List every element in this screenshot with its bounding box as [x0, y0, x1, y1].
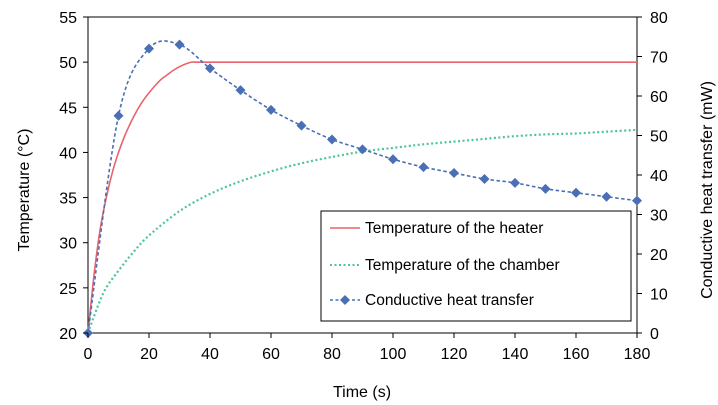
legend-box [320, 210, 632, 322]
conductive-data-point [205, 63, 215, 74]
y-axis-left-title: Temperature (°C) [16, 129, 33, 252]
conductive-data-point [388, 154, 398, 165]
y-axis-right-title: Conductive heat transfer (mW) [699, 81, 716, 299]
legend-label-heater: Temperature of the heater [365, 220, 543, 237]
y-left-tick-label: 20 [59, 326, 77, 343]
x-tick-label: 180 [624, 346, 651, 363]
conductive-data-point [144, 43, 154, 54]
y-left-tick-label: 35 [59, 191, 77, 208]
y-right-tick-label: 30 [650, 208, 668, 225]
legend: Temperature of the heater Temperature of… [320, 210, 632, 322]
x-tick-label: 80 [323, 346, 341, 363]
conductive-data-point [601, 191, 612, 202]
y-right-tick-label: 70 [650, 50, 668, 67]
y-left-tick-label: 45 [59, 100, 77, 117]
y-left-tick-label: 30 [59, 236, 77, 253]
conductive-data-point [449, 168, 459, 179]
y-right-tick-label: 60 [650, 89, 668, 106]
conductive-data-point [418, 162, 429, 173]
y-right-tick-label: 40 [650, 168, 668, 185]
conductive-data-point [510, 177, 520, 188]
conductive-data-point [296, 120, 307, 131]
x-tick-label: 120 [441, 346, 468, 363]
conductive-data-point [357, 144, 368, 155]
y-left-tick-label: 55 [59, 10, 77, 27]
conductive-data-point [540, 183, 551, 194]
axes-layer: 0 20 40 60 80 100 120 140 160 1802025303540455055… [59, 10, 668, 363]
x-tick-label: 100 [380, 346, 407, 363]
series-chamber-line [86, 128, 638, 334]
conductive-data-point [113, 110, 124, 121]
series-layer [83, 39, 642, 338]
conductive-data-point [266, 104, 276, 115]
y-left-tick-label: 50 [59, 55, 77, 72]
x-tick-label: 140 [502, 346, 529, 363]
x-tick-label: 160 [563, 346, 590, 363]
x-tick-label: 0 [84, 346, 93, 363]
conductive-data-point [571, 187, 581, 198]
conductive-data-point [327, 134, 337, 145]
conductive-data-point [632, 195, 642, 206]
x-tick-label: 60 [262, 346, 280, 363]
conductive-data-point [479, 173, 490, 184]
x-tick-label: 40 [201, 346, 219, 363]
x-axis-title: Time (s) [333, 384, 391, 401]
legend-label-chamber: Temperature of the chamber [365, 257, 560, 274]
y-left-tick-label: 25 [59, 281, 77, 298]
conductive-data-point [174, 39, 185, 50]
y-right-tick-label: 80 [650, 10, 668, 27]
conductive-data-point [235, 85, 246, 96]
series-heater-line [87, 61, 637, 334]
y-right-tick-label: 20 [650, 247, 668, 264]
y-left-tick-label: 40 [59, 145, 77, 162]
y-right-tick-label: 0 [650, 326, 659, 343]
x-tick-label: 20 [140, 346, 158, 363]
legend-label-conductive: Conductive heat transfer [365, 292, 534, 309]
legend-marker-conductive [340, 295, 350, 305]
y-right-tick-label: 50 [650, 129, 668, 146]
y-right-tick-label: 10 [650, 287, 668, 304]
